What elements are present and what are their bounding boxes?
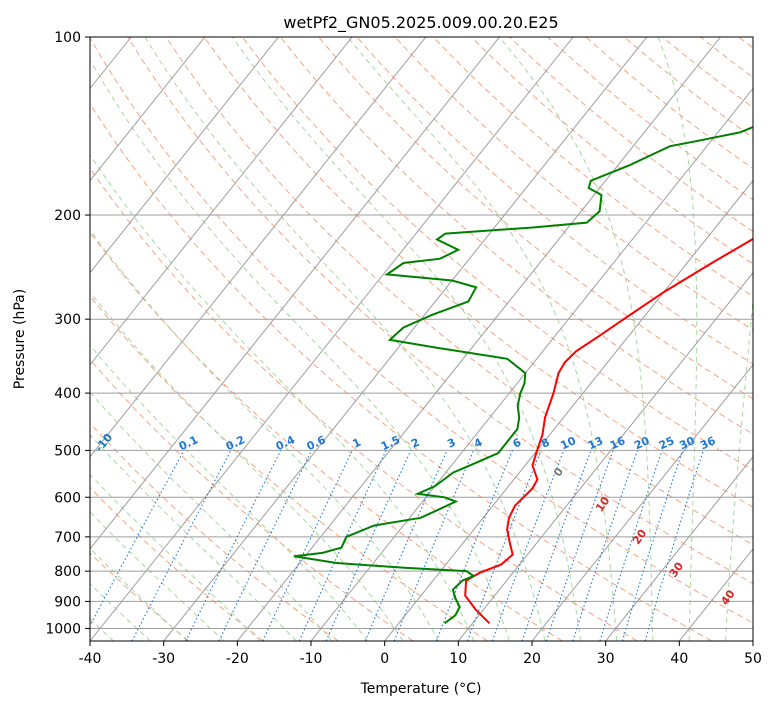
dry-adiabat-line (203, 37, 753, 508)
y-tick-label: 600 (54, 490, 81, 506)
plot-area (90, 37, 753, 641)
plot-background (90, 37, 753, 641)
mixing-ratio-line (435, 450, 514, 641)
mixing-ratio-line (644, 450, 704, 641)
x-tick-label: 0 (380, 651, 389, 667)
temperature-profile (464, 237, 753, 625)
moist-adiabat-line (657, 37, 698, 641)
dry-adiabat-line (90, 102, 712, 641)
mixing-ratio-label: 30 (677, 434, 697, 452)
dry-adiabat-line (90, 295, 488, 641)
isotherm-line (90, 37, 279, 274)
y-tick-label: 1000 (45, 621, 81, 637)
moist-adiabat-line (90, 229, 439, 641)
isotherm-line (457, 271, 753, 641)
plot-frame (89, 36, 754, 642)
moist-adiabat-line (90, 434, 297, 641)
mixing-ratio-label: 25 (657, 434, 676, 452)
dry-adiabat-line (90, 167, 638, 641)
x-tick-label: -20 (226, 651, 249, 667)
mixing-ratio-line (325, 450, 412, 641)
mixing-ratio-label: 10 (559, 434, 579, 452)
y-tick-label: 200 (54, 208, 81, 224)
isotherm-line (90, 37, 574, 641)
mixing-ratio-line (90, 450, 185, 627)
mixing-ratio-label: 13 (586, 434, 605, 452)
moist-adiabat-line (90, 153, 475, 641)
axes-frame (89, 36, 754, 642)
x-tick-label: 50 (744, 651, 762, 667)
isotherm-line (236, 37, 721, 641)
isotherm-line (752, 640, 753, 641)
dry-adiabat-line (394, 37, 753, 331)
dry-adiabat-line (90, 422, 339, 641)
mixing-ratio-label: 16 (608, 434, 628, 452)
dry-adiabat-label: -20 (0, 391, 22, 415)
x-tick-label: 40 (670, 651, 688, 667)
x-axis-title: Temperature (°C) (360, 681, 482, 697)
x-tick-label: -40 (79, 651, 102, 667)
dry-adiabat-line (432, 37, 753, 298)
moist-adiabat-line (725, 295, 753, 641)
isotherm-line (531, 363, 753, 641)
isotherm-line (90, 37, 206, 182)
y-tick-label: 300 (54, 312, 81, 328)
isotherm-line (0, 37, 58, 641)
x-tick-label: 30 (597, 651, 615, 667)
isotherm-line (384, 179, 753, 641)
chart-title: wetPf2_GN05.2025.009.00.20.E25 (283, 13, 558, 33)
mixing-ratio-label: 20 (632, 434, 652, 452)
y-tick-label: 900 (54, 594, 81, 610)
mixing-ratio-line (545, 450, 614, 641)
y-tick-label: 700 (54, 530, 81, 546)
isotherm-line (90, 37, 500, 550)
moist-adiabat-line (90, 59, 510, 641)
mixing-ratio-line (393, 450, 475, 641)
mixing-ratio-line (599, 450, 663, 641)
dewpoint-profile (293, 125, 753, 625)
dry-adiabat-line (318, 37, 753, 400)
mixing-ratio-label: 36 (698, 434, 718, 452)
x-axis-ticks: -40 -30 -20 -10 0 10 20 30 40 50 (79, 641, 762, 667)
moist-adiabat-line (144, 37, 546, 641)
y-tick-label: 400 (54, 386, 81, 402)
sounding-profiles (293, 125, 753, 625)
moist-adiabat-line (90, 391, 333, 641)
moist-adiabat-line (347, 37, 618, 641)
moist-adiabat-line (90, 344, 369, 641)
x-tick-label: 10 (449, 651, 467, 667)
moist-adiabat-line (499, 37, 654, 641)
dry-adiabat-line (127, 37, 753, 585)
mixing-ratio-line (185, 450, 282, 641)
x-tick-label: -10 (300, 651, 323, 667)
isotherm-line (163, 37, 648, 641)
mixing-ratio-line (466, 450, 542, 641)
isotherm-line (90, 37, 427, 458)
moist-adiabat-line (762, 37, 775, 641)
y-axis-ticks: 100 200 300 400 500 600 700 800 900 1000 (45, 30, 90, 637)
mixing-ratio-line (364, 450, 448, 641)
dry-adiabat-line (356, 37, 753, 365)
mixing-ratio-line (621, 450, 684, 641)
mixing-ratio-line (521, 450, 592, 641)
y-tick-label: 800 (54, 564, 81, 580)
mixing-ratio-line (572, 450, 638, 641)
isotherm-line (605, 456, 753, 641)
y-tick-label: 500 (54, 443, 81, 459)
x-tick-label: -30 (152, 651, 175, 667)
background-lines (0, 37, 775, 641)
isotherm-line (90, 37, 353, 366)
dry-adiabat-line (90, 552, 190, 641)
dry-adiabat-line (90, 231, 563, 641)
mixing-ratio-line (491, 450, 565, 641)
y-tick-label: 100 (54, 30, 81, 46)
y-axis-title: Pressure (hPa) (12, 289, 28, 389)
x-tick-label: 20 (523, 651, 541, 667)
dry-adiabat-line (90, 37, 753, 624)
